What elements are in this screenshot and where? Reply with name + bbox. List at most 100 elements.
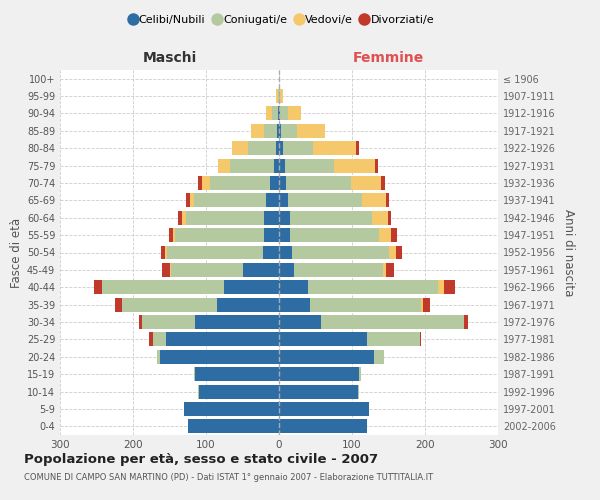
Bar: [421, 298, 423, 312]
Bar: [185, 211, 265, 224]
Bar: [218, 158, 230, 172]
Bar: [386, 263, 394, 277]
Bar: [279, 194, 288, 207]
Bar: [171, 263, 242, 277]
Bar: [217, 298, 279, 312]
Bar: [115, 298, 122, 312]
Bar: [292, 246, 389, 260]
Bar: [367, 332, 420, 346]
Bar: [182, 211, 185, 224]
Bar: [157, 350, 160, 364]
Bar: [279, 420, 367, 434]
Bar: [358, 384, 359, 398]
Bar: [420, 332, 421, 346]
Bar: [293, 263, 383, 277]
Bar: [280, 106, 288, 120]
Bar: [391, 228, 397, 242]
Bar: [149, 332, 153, 346]
Bar: [388, 211, 391, 224]
Bar: [313, 142, 356, 155]
Bar: [383, 263, 386, 277]
Bar: [272, 106, 278, 120]
Bar: [423, 298, 430, 312]
Bar: [279, 350, 374, 364]
Bar: [278, 106, 279, 120]
Bar: [266, 194, 279, 207]
Bar: [283, 142, 313, 155]
Y-axis label: Anni di nascita: Anni di nascita: [562, 209, 575, 296]
Bar: [224, 280, 279, 294]
Bar: [279, 124, 281, 138]
Bar: [279, 246, 292, 260]
Bar: [285, 158, 334, 172]
Bar: [279, 106, 280, 120]
Bar: [374, 350, 384, 364]
Bar: [230, 158, 274, 172]
Bar: [169, 228, 173, 242]
Bar: [281, 124, 297, 138]
Bar: [379, 228, 391, 242]
Bar: [277, 124, 279, 138]
Bar: [190, 194, 194, 207]
Bar: [279, 263, 293, 277]
Bar: [279, 158, 285, 172]
Bar: [290, 211, 372, 224]
Bar: [263, 124, 277, 138]
Bar: [279, 367, 359, 381]
Bar: [372, 211, 388, 224]
Bar: [274, 158, 279, 172]
Bar: [251, 124, 263, 138]
Bar: [266, 106, 272, 120]
Bar: [276, 89, 278, 103]
Bar: [438, 280, 444, 294]
Bar: [166, 332, 279, 346]
Bar: [265, 211, 279, 224]
Bar: [186, 194, 190, 207]
Bar: [279, 280, 308, 294]
Bar: [173, 228, 175, 242]
Bar: [194, 367, 195, 381]
Bar: [279, 315, 322, 329]
Bar: [279, 384, 358, 398]
Bar: [279, 142, 283, 155]
Bar: [175, 228, 265, 242]
Bar: [169, 263, 171, 277]
Bar: [101, 280, 224, 294]
Bar: [139, 315, 142, 329]
Bar: [396, 246, 401, 260]
Bar: [270, 176, 279, 190]
Bar: [386, 194, 389, 207]
Bar: [389, 246, 396, 260]
Bar: [290, 228, 379, 242]
Bar: [232, 142, 248, 155]
Bar: [94, 280, 101, 294]
Text: Femmine: Femmine: [353, 51, 424, 65]
Bar: [279, 402, 369, 416]
Bar: [122, 298, 217, 312]
Bar: [350, 176, 381, 190]
Text: COMUNE DI CAMPO SAN MARTINO (PD) - Dati ISTAT 1° gennaio 2007 - Elaborazione TUT: COMUNE DI CAMPO SAN MARTINO (PD) - Dati …: [24, 472, 433, 482]
Bar: [198, 176, 202, 190]
Bar: [297, 124, 325, 138]
Bar: [263, 246, 279, 260]
Bar: [308, 280, 438, 294]
Bar: [464, 315, 468, 329]
Bar: [195, 367, 279, 381]
Bar: [211, 176, 270, 190]
Bar: [194, 194, 266, 207]
Bar: [359, 367, 361, 381]
Bar: [278, 89, 279, 103]
Bar: [153, 332, 166, 346]
Bar: [178, 211, 182, 224]
Bar: [265, 228, 279, 242]
Bar: [280, 89, 283, 103]
Legend: Celibi/Nubili, Coniugati/e, Vedovi/e, Divorziati/e: Celibi/Nubili, Coniugati/e, Vedovi/e, Di…: [125, 10, 439, 29]
Bar: [279, 89, 280, 103]
Bar: [195, 315, 279, 329]
Bar: [198, 384, 199, 398]
Bar: [362, 194, 386, 207]
Bar: [444, 280, 455, 294]
Bar: [162, 263, 170, 277]
Bar: [248, 142, 276, 155]
Text: Popolazione per età, sesso e stato civile - 2007: Popolazione per età, sesso e stato civil…: [24, 452, 378, 466]
